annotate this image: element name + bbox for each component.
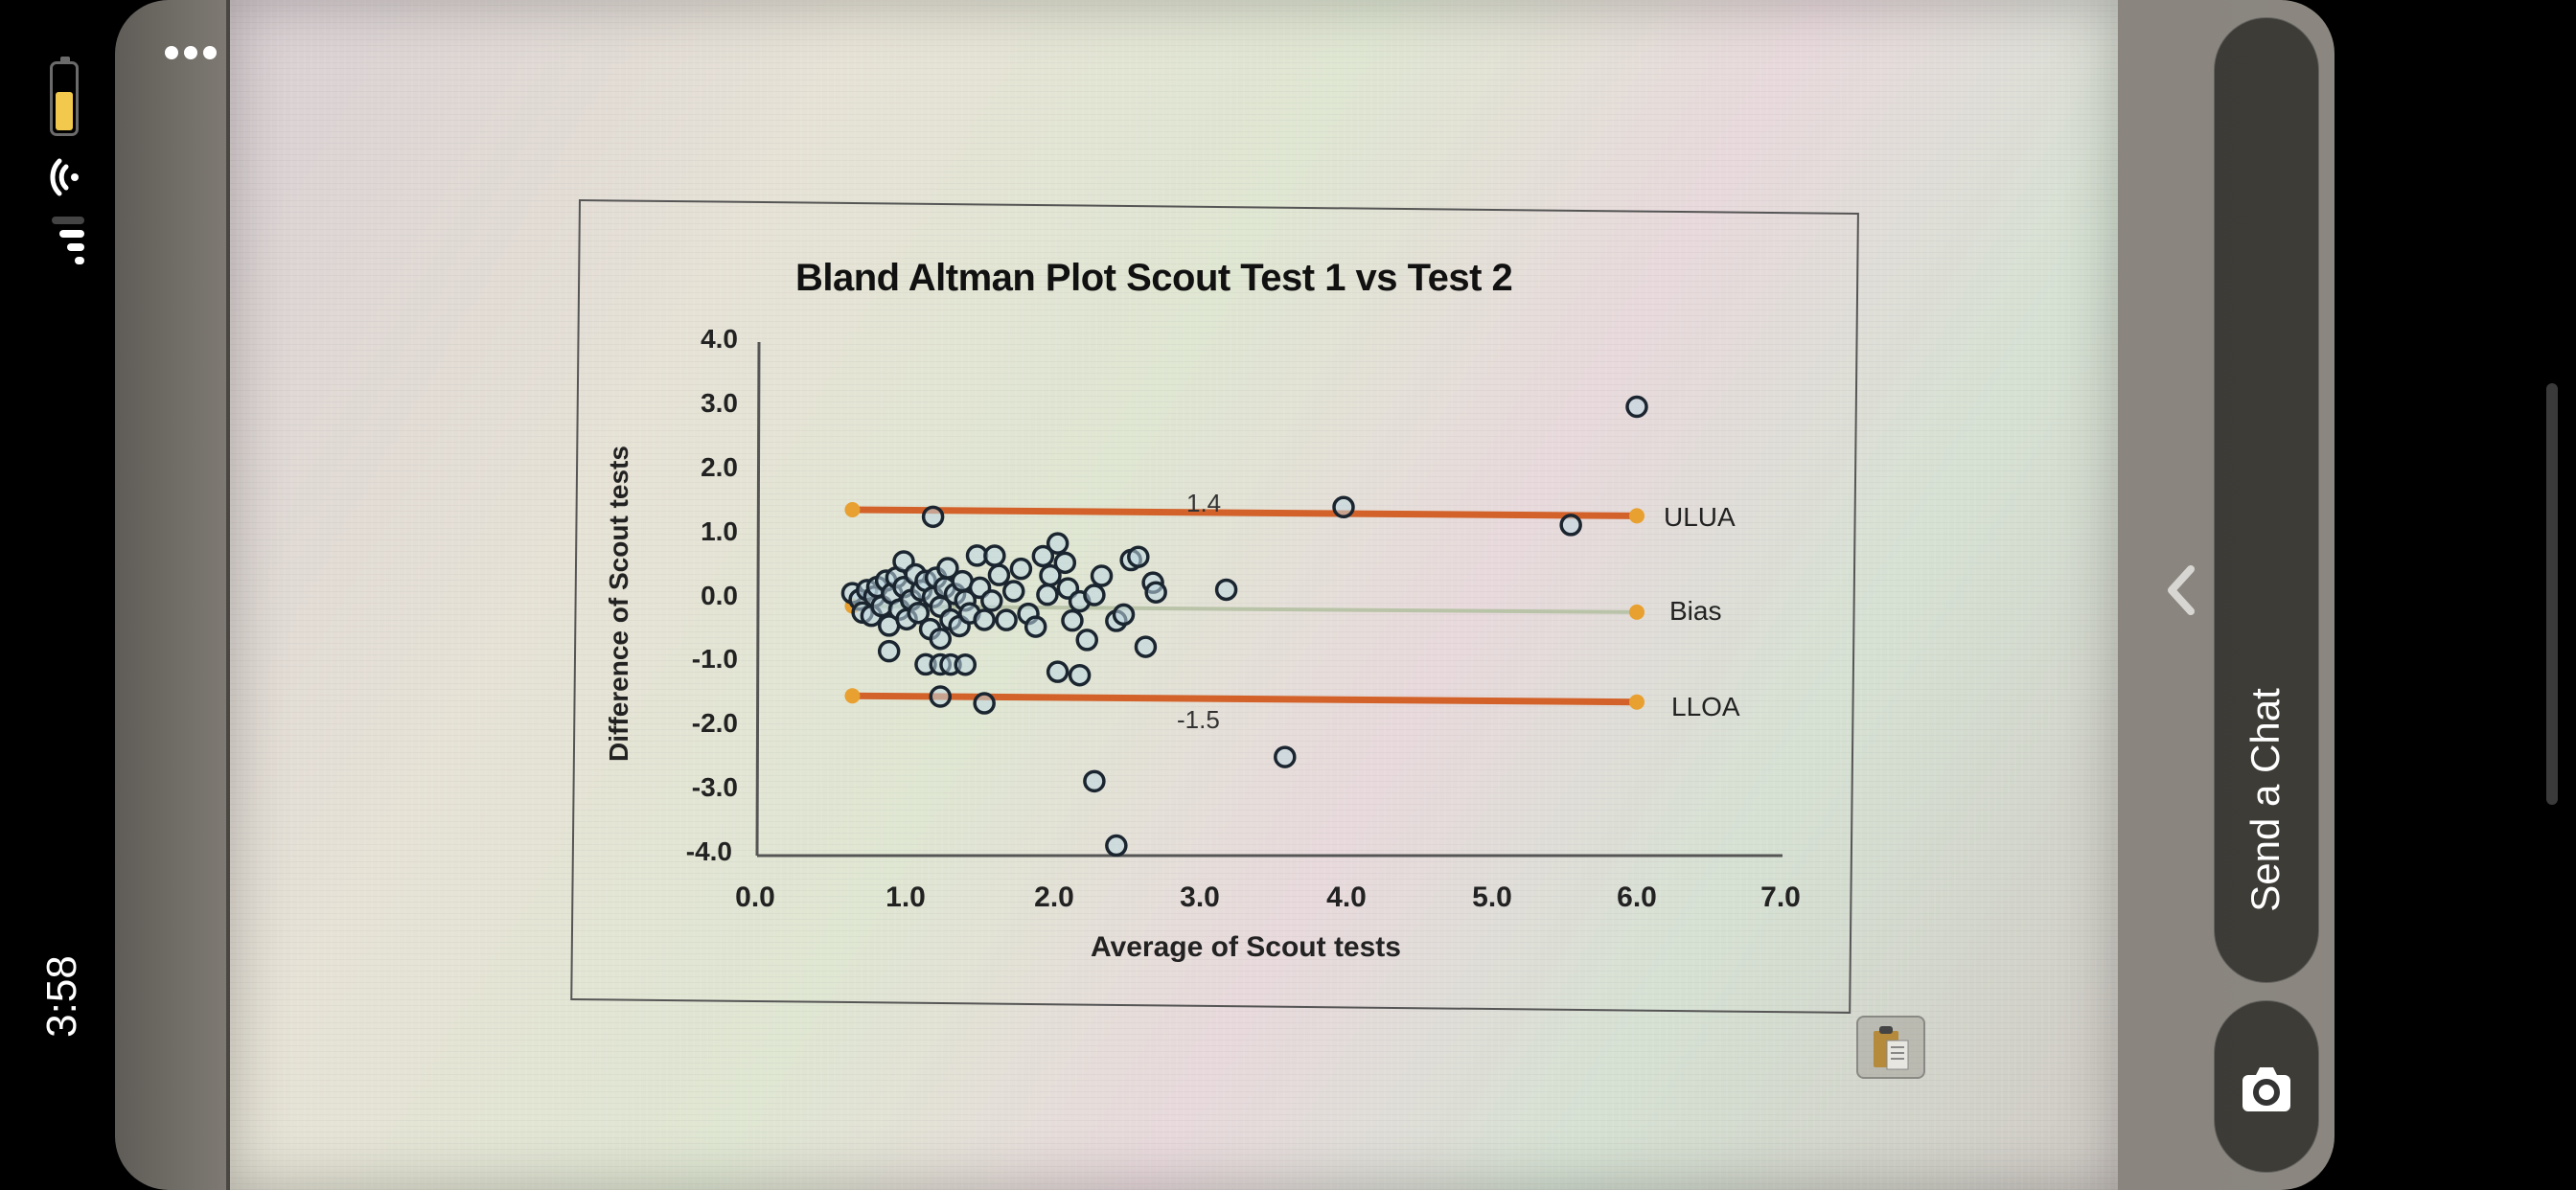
ulua-value-label: 1.4 — [1186, 489, 1222, 517]
bias-label: Bias — [1669, 596, 1722, 626]
y-tick: 4.0 — [701, 324, 738, 354]
cellular-signal-icon — [46, 217, 84, 274]
clipboard-button[interactable] — [1856, 1016, 1925, 1079]
y-tick: -3.0 — [691, 772, 738, 802]
y-tick: 2.0 — [701, 452, 738, 482]
y-tick: -4.0 — [685, 836, 732, 866]
x-tick: 6.0 — [1617, 881, 1657, 913]
x-tick: 5.0 — [1472, 881, 1512, 913]
x-tick: 2.0 — [1034, 881, 1074, 913]
x-tick: 3.0 — [1180, 881, 1220, 913]
camera-icon — [2241, 1064, 2292, 1113]
send-chat-label: Send a Chat — [2242, 688, 2288, 912]
y-tick: 1.0 — [701, 516, 738, 546]
y-tick: 3.0 — [701, 388, 738, 418]
data-points — [840, 395, 1648, 858]
monitor-edge — [226, 0, 232, 1190]
more-options-icon[interactable] — [165, 46, 226, 65]
y-axis-line — [755, 341, 761, 857]
x-axis-label: Average of Scout tests — [1091, 931, 1401, 963]
lloa-value-label: -1.5 — [1177, 705, 1220, 734]
scrollbar[interactable] — [2546, 383, 2558, 805]
status-bar: 3:58 — [0, 0, 115, 1190]
y-tick: 0.0 — [701, 581, 738, 610]
lloa-label: LLOA — [1671, 692, 1740, 721]
battery-icon — [50, 57, 79, 136]
y-tick: -1.0 — [691, 644, 738, 674]
ulua-label: ULUA — [1664, 502, 1736, 532]
x-tick: 0.0 — [735, 881, 775, 913]
x-tick: 1.0 — [886, 881, 926, 913]
x-tick: 4.0 — [1326, 881, 1367, 913]
x-tick: 7.0 — [1760, 881, 1801, 913]
monitor-screen — [230, 0, 2118, 1190]
y-tick: -2.0 — [691, 708, 738, 738]
chart-title: Bland Altman Plot Scout Test 1 vs Test 2 — [795, 257, 1513, 299]
clipboard-icon — [1874, 1026, 1909, 1070]
send-chat-button[interactable] — [2214, 17, 2319, 983]
chevron-left-icon[interactable] — [2162, 561, 2200, 619]
wifi-icon — [44, 157, 84, 197]
